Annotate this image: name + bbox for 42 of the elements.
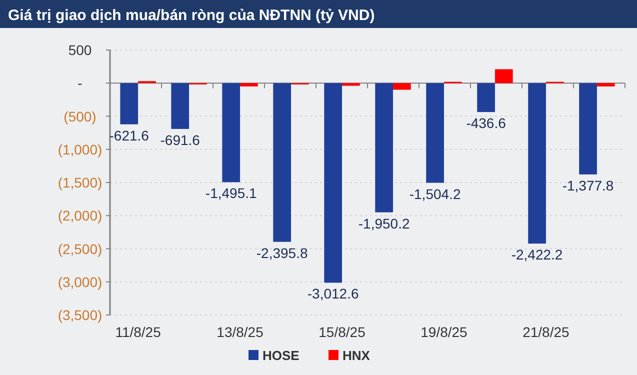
bar xyxy=(392,83,411,90)
data-label: -621.6 xyxy=(109,127,150,144)
bar xyxy=(494,69,513,84)
data-label: -1,377.8 xyxy=(562,177,614,194)
x-tick-label: 21/8/25 xyxy=(522,324,570,340)
y-tick-label: (1,000) xyxy=(58,141,102,158)
y-tick-label: (3,500) xyxy=(58,307,102,323)
x-tick-label: 13/8/25 xyxy=(216,324,264,340)
data-label: -2,395.8 xyxy=(256,244,308,261)
y-tick-label: (2,000) xyxy=(58,208,102,224)
data-label: -1,504.2 xyxy=(409,186,461,202)
x-tick-label: 15/8/25 xyxy=(318,324,366,340)
legend-label: HOSE xyxy=(262,348,300,363)
chart-title: Giá trị giao dịch mua/bán ròng của NĐTNN (tỷ VND) xyxy=(8,7,375,24)
data-label: -3,012.6 xyxy=(307,286,359,302)
bar xyxy=(171,83,190,129)
bar xyxy=(324,83,342,283)
bar xyxy=(222,83,240,182)
data-label: -436.6 xyxy=(466,115,506,132)
y-tick-label: 500 xyxy=(68,42,92,58)
x-tick-label: 11/8/25 xyxy=(115,324,162,340)
data-label: -1,495.1 xyxy=(205,185,257,202)
legend-label: HNX xyxy=(342,348,370,363)
data-label: -2,422.2 xyxy=(511,246,563,263)
bar xyxy=(342,83,360,86)
y-tick-label: (1,500) xyxy=(58,174,102,190)
y-tick-label: - xyxy=(78,75,83,92)
data-label: -691.6 xyxy=(160,132,200,148)
y-tick-label: (500) xyxy=(64,108,96,124)
bar xyxy=(596,83,615,86)
data-label: -1,950.2 xyxy=(358,215,410,232)
bar xyxy=(528,83,546,244)
x-tick-label: 19/8/25 xyxy=(420,324,468,340)
bar xyxy=(375,83,393,212)
bar xyxy=(120,83,138,124)
bar xyxy=(273,83,292,242)
bar xyxy=(477,83,495,112)
bar xyxy=(579,83,597,174)
y-tick-label: (3,000) xyxy=(58,274,102,290)
bar xyxy=(240,83,258,86)
bar xyxy=(426,83,444,183)
y-tick-label: (2,500) xyxy=(58,240,102,257)
